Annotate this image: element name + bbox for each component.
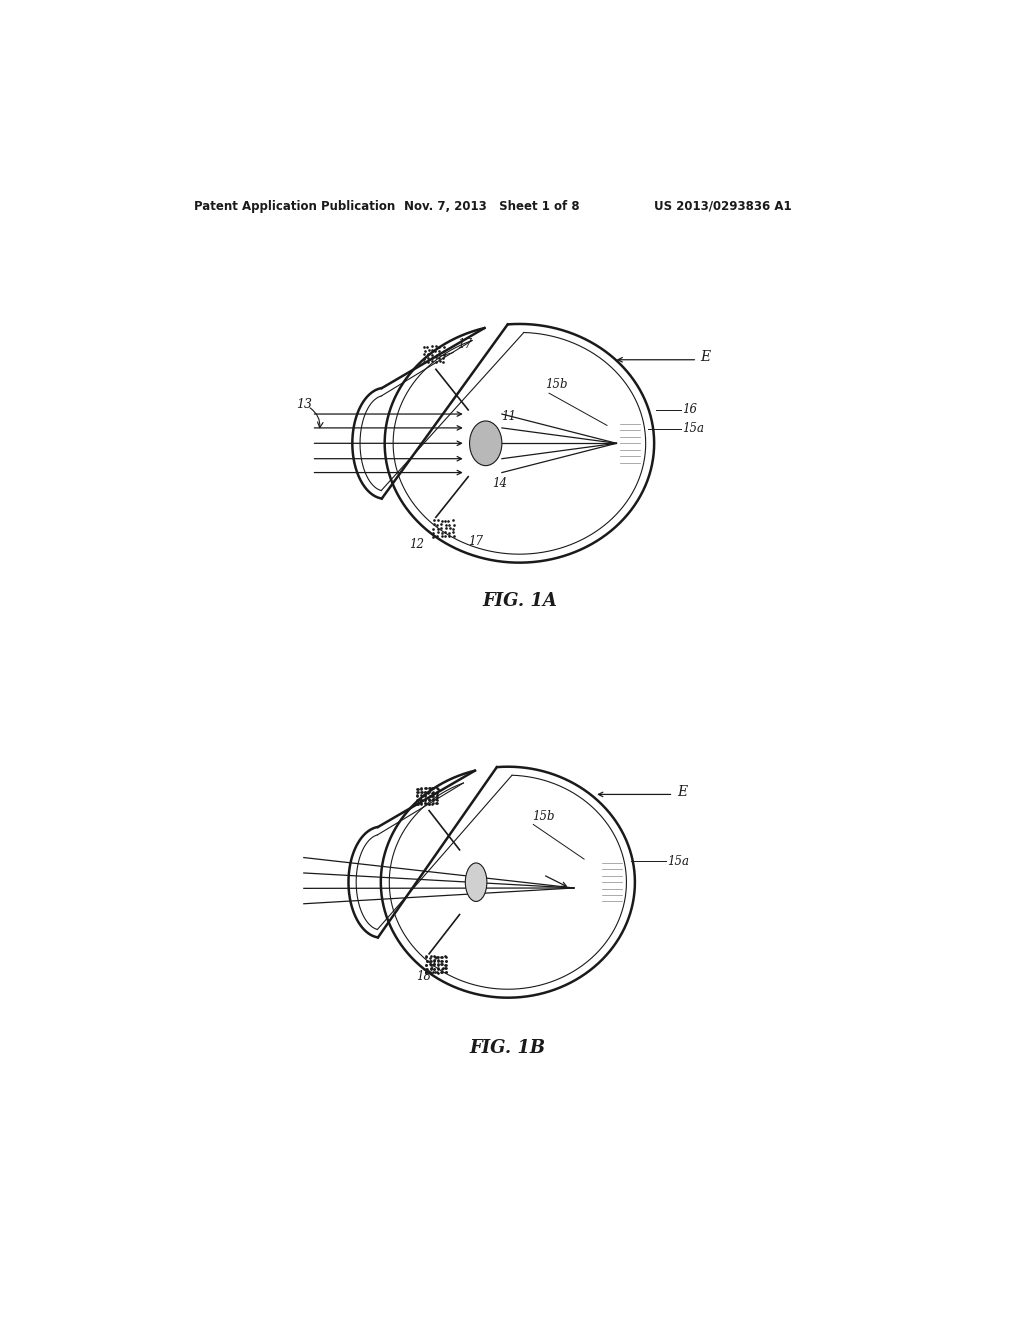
Text: 14: 14: [492, 477, 507, 490]
Text: 11: 11: [501, 409, 516, 422]
Text: 15b: 15b: [531, 810, 554, 822]
Ellipse shape: [465, 863, 486, 902]
Text: 12: 12: [409, 539, 424, 552]
Text: 16: 16: [683, 404, 697, 416]
Text: US 2013/0293836 A1: US 2013/0293836 A1: [654, 199, 792, 213]
Text: 15b: 15b: [545, 378, 567, 391]
Text: Patent Application Publication: Patent Application Publication: [195, 199, 395, 213]
Ellipse shape: [470, 421, 502, 466]
Text: 17: 17: [457, 338, 472, 351]
Text: E: E: [700, 350, 711, 364]
Text: Nov. 7, 2013   Sheet 1 of 8: Nov. 7, 2013 Sheet 1 of 8: [403, 199, 580, 213]
Text: 17: 17: [468, 535, 483, 548]
Text: E: E: [677, 785, 687, 799]
Text: FIG. 1B: FIG. 1B: [470, 1039, 546, 1057]
Text: FIG. 1A: FIG. 1A: [482, 593, 557, 610]
Text: 13: 13: [296, 399, 312, 412]
Text: 18: 18: [417, 970, 431, 983]
Text: 15a: 15a: [668, 855, 689, 869]
Text: 15a: 15a: [683, 422, 705, 436]
